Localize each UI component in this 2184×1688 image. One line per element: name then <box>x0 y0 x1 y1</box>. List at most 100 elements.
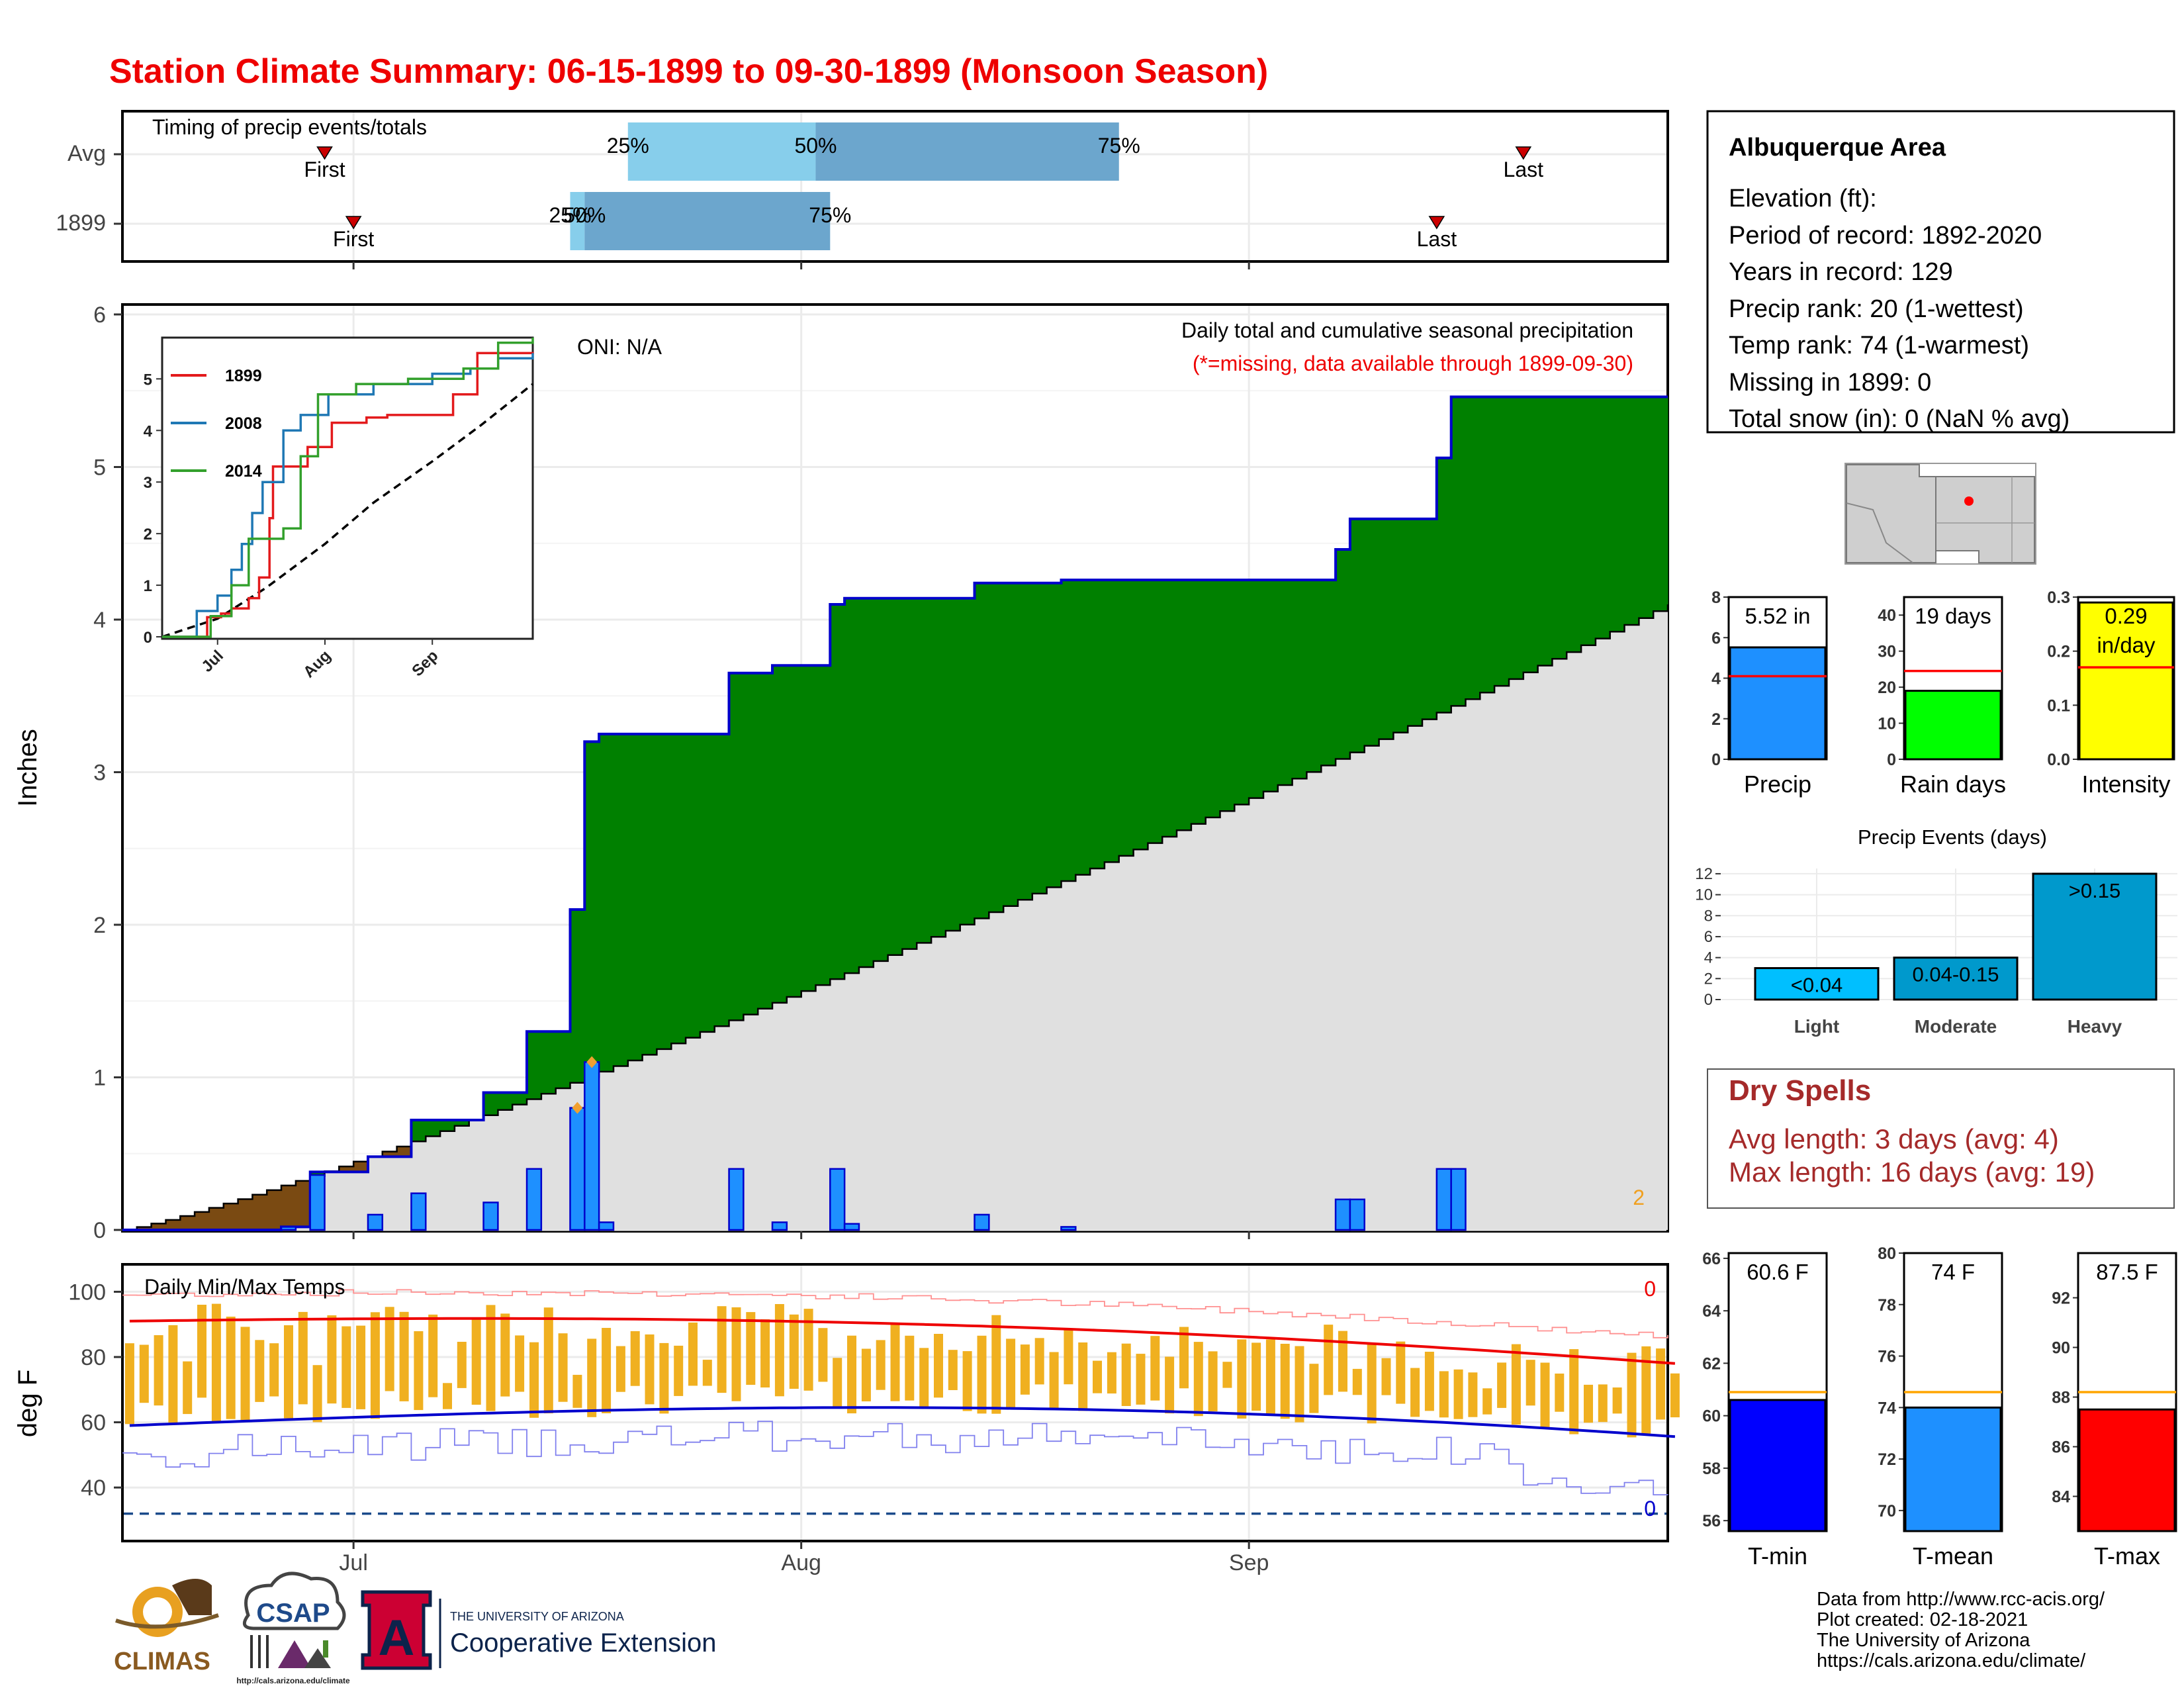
small-chart-ytick-label: 10 <box>1878 715 1896 733</box>
daily-temp-bar <box>1020 1344 1030 1395</box>
university-of-arizona-logo-icon: A THE UNIVERSITY OF ARIZONA Cooperative … <box>361 1590 716 1670</box>
daily-precip-bar <box>974 1213 990 1231</box>
events-bar <box>1893 957 2019 1001</box>
daily-temp-bar <box>500 1313 510 1397</box>
small-chart-bar <box>1729 646 1827 761</box>
precip-ytick-label: 4 <box>93 608 106 633</box>
inset-legend-label: 2014 <box>225 462 262 481</box>
daily-temp-bar <box>428 1314 438 1397</box>
daily-temp-bar <box>1309 1364 1319 1413</box>
daily-temp-bar <box>702 1360 712 1386</box>
precip-ytick-label: 2 <box>93 913 106 938</box>
daily-temp-bar <box>602 1328 612 1413</box>
page-title: Station Climate Summary: 06-15-1899 to 0… <box>109 52 1268 91</box>
events-ytick-label: 2 <box>1704 970 1713 988</box>
daily-temp-bar <box>645 1334 655 1405</box>
dry-spells-title: Dry Spells <box>1729 1074 1871 1107</box>
timing-row-label-avg: Avg <box>68 141 106 166</box>
precip-ytick-label: 1 <box>93 1066 106 1091</box>
record-max-line <box>122 1289 1668 1338</box>
small-chart-ytick-label: 86 <box>2052 1438 2070 1457</box>
daily-temp-bar <box>1584 1384 1593 1423</box>
daily-temp-bar <box>1034 1338 1044 1385</box>
daily-temp-bar <box>1237 1339 1247 1419</box>
daily-temp-bar <box>298 1311 308 1405</box>
climas-logo-text: CLIMAS <box>114 1648 210 1675</box>
daily-temp-bar <box>1381 1358 1391 1395</box>
avg-max-line <box>129 1317 1676 1365</box>
daily-temp-bar <box>443 1383 452 1409</box>
missing-marker <box>572 1102 583 1114</box>
daily-temp-bar <box>558 1333 568 1402</box>
temp-ylabel: deg F <box>13 1370 42 1437</box>
daily-temp-bar <box>688 1322 698 1386</box>
daily-temp-bar <box>1497 1362 1507 1408</box>
daily-precip-bar <box>584 1061 600 1231</box>
daily-temp-bar <box>977 1335 987 1414</box>
daily-precip-bar <box>309 1174 326 1231</box>
station-line-period: Period of record: 1892-2020 <box>1729 222 2042 250</box>
daily-temp-bar <box>1439 1371 1449 1418</box>
daily-temp-bar <box>833 1358 842 1409</box>
small-chart-category-label: Intensity <box>2081 771 2170 798</box>
small-chart-bar <box>1729 1399 1827 1532</box>
daily-temp-bar <box>1006 1338 1016 1408</box>
daily-precip-bar <box>829 1168 846 1231</box>
precip-title: Daily total and cumulative seasonal prec… <box>1181 318 1633 342</box>
daily-temp-bar <box>529 1342 539 1418</box>
daily-precip-bar <box>367 1213 384 1231</box>
normal-cumulative-area <box>122 604 1668 1230</box>
daily-temp-bar <box>818 1328 828 1382</box>
daily-temp-bar <box>948 1350 958 1390</box>
daily-precip-bar <box>728 1168 745 1231</box>
daily-temp-bar <box>154 1335 163 1406</box>
small-chart-ytick-label: 4 <box>1711 670 1721 688</box>
timing-bar-q25-q50 <box>627 122 816 181</box>
daily-temp-bar <box>1540 1362 1550 1428</box>
daily-temp-bar <box>1482 1388 1492 1415</box>
daily-temp-bar <box>919 1348 929 1409</box>
dry-spells-frame <box>1707 1068 2175 1209</box>
daily-temp-bar <box>962 1351 972 1411</box>
small-chart-ytick-label: 0.0 <box>2047 751 2070 769</box>
small-chart-ytick-label: 0.3 <box>2047 588 2070 607</box>
daily-temp-bar <box>1121 1343 1131 1406</box>
daily-temp-bar <box>1251 1342 1261 1411</box>
daily-temp-bar <box>1670 1373 1680 1418</box>
daily-precip-bar <box>771 1221 788 1231</box>
temp-ytick-label: 60 <box>81 1411 106 1436</box>
daily-temp-bar <box>572 1374 582 1408</box>
temp-ytick-label: 100 <box>68 1280 106 1305</box>
avg-min-line <box>129 1406 1676 1438</box>
events-ytick-label: 12 <box>1695 865 1713 883</box>
daily-precip-bar <box>482 1201 499 1231</box>
precip-summary-charts: 0 2 4 6 8 5.52 in Precip 0 10 20 30 40 19 days Rain d… <box>1711 588 2175 798</box>
small-chart-ytick-label: 0.1 <box>2047 696 2070 715</box>
small-chart-ytick-label: 72 <box>1878 1450 1896 1469</box>
station-line-years: Years in record: 129 <box>1729 258 1953 286</box>
daily-temp-bar <box>312 1365 322 1423</box>
daily-temp-bar <box>1107 1352 1116 1394</box>
small-chart-value-label: 19 days <box>1915 604 1991 628</box>
small-chart-value-label: 5.52 in <box>1745 604 1810 628</box>
inset-legend-label: 2008 <box>225 414 262 433</box>
daily-temp-bar <box>414 1331 424 1411</box>
station-line-elevation: Elevation (ft): <box>1729 185 1877 212</box>
daily-temp-bar <box>486 1305 496 1411</box>
timing-first-marker <box>345 216 362 230</box>
events-bar-label: >0.15 <box>2069 879 2120 902</box>
daily-temp-bar <box>515 1335 525 1392</box>
small-chart-category-label: T-min <box>1748 1542 1807 1570</box>
daily-temp-bar <box>760 1319 770 1387</box>
observed-cumulative-line <box>122 395 1668 1231</box>
small-chart-ytick-label: 66 <box>1702 1250 1721 1268</box>
precip-ylabel: Inches <box>13 729 42 807</box>
daily-temp-bar <box>991 1315 1001 1414</box>
small-chart-ytick-label: 8 <box>1711 588 1721 607</box>
dry-spells-avg: Avg length: 3 days (avg: 4) <box>1729 1123 2059 1154</box>
daily-temp-bar <box>731 1307 741 1401</box>
daily-temp-bar <box>543 1307 553 1414</box>
timing-first-label: First <box>333 227 374 251</box>
small-chart-ytick-label: 56 <box>1702 1512 1721 1530</box>
timing-panel-title: Timing of precip events/totals <box>152 115 427 139</box>
